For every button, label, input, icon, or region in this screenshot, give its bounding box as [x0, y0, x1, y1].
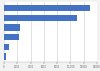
Bar — [4, 44, 9, 50]
Bar — [4, 5, 90, 11]
Bar — [4, 24, 20, 31]
Bar — [4, 34, 19, 40]
Bar — [4, 53, 6, 60]
Bar — [4, 15, 77, 21]
